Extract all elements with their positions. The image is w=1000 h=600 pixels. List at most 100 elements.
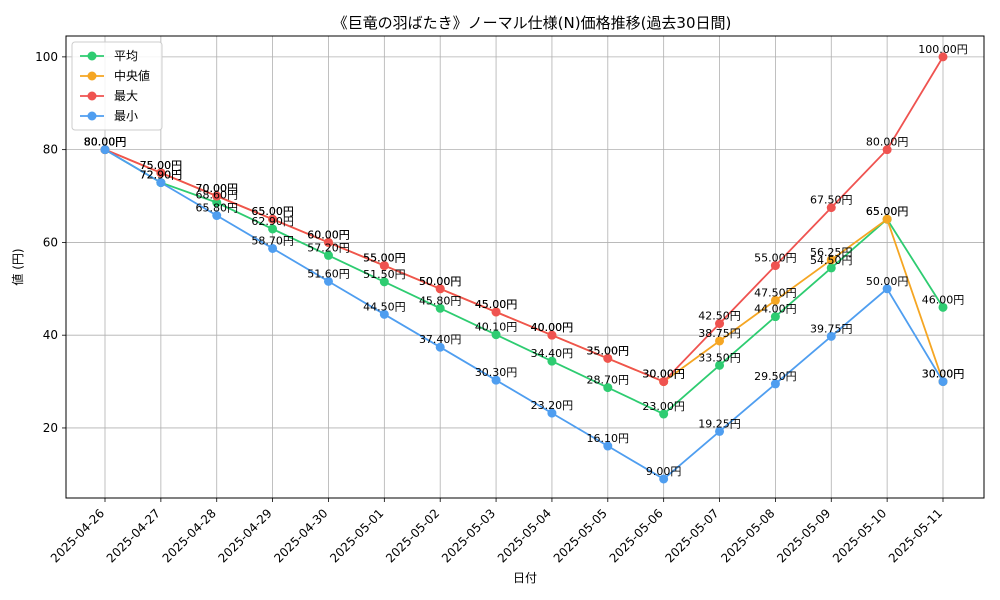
series-line-0 [104,148,944,416]
x-axis-ticks: 2025-04-262025-04-272025-04-282025-04-29… [48,498,945,565]
data-point [938,377,948,387]
data-point [715,426,725,436]
data-point [938,52,948,62]
data-label: 29.50円 [754,370,797,383]
data-label: 80.00円 [84,136,127,149]
data-label: 35.00円 [587,344,630,357]
x-tick-label: 2025-05-08 [718,506,777,565]
x-tick-label: 2025-04-26 [48,506,107,565]
data-label: 51.50円 [363,268,406,281]
data-label: 55.00円 [363,252,406,265]
data-label: 45.00円 [475,298,518,311]
y-tick-label: 40 [43,328,58,342]
data-point [603,383,613,393]
x-tick-label: 2025-05-11 [886,506,945,565]
y-tick-label: 20 [43,421,58,435]
data-label: 70.00円 [195,182,238,195]
data-label: 58.70円 [251,234,294,247]
x-tick-label: 2025-05-01 [327,506,386,565]
data-label: 75.00円 [140,159,183,172]
data-label: 33.50円 [698,351,741,364]
data-label: 23.20円 [531,399,574,412]
data-label: 60.00円 [307,228,350,241]
data-point [882,145,892,155]
data-point [659,474,669,484]
data-label: 30.00円 [922,368,965,381]
legend-swatch-marker [87,111,97,121]
data-label: 80.00円 [866,136,909,149]
chart-title: 《巨竜の羽ばたき》ノーマル仕様(N)価格推移(過去30日間) [333,14,732,32]
data-point [435,342,445,352]
data-point [268,214,278,224]
data-point [882,214,892,224]
data-label: 30.00円 [642,368,685,381]
legend-label: 最小 [114,109,138,123]
data-label: 23.00円 [642,400,685,413]
data-point [770,312,780,322]
series-line-3 [104,148,944,481]
data-point [491,307,501,317]
series-line-2 [104,56,944,383]
y-axis-label: 値 (円) [10,248,25,285]
legend-swatch-marker [87,71,97,81]
data-point [435,303,445,313]
x-tick-label: 2025-05-09 [774,506,833,565]
data-label: 40.10円 [475,321,518,334]
data-label: 67.50円 [810,194,853,207]
data-point [770,379,780,389]
data-label: 50.00円 [419,275,462,288]
data-label: 30.00円 [922,368,965,381]
data-point [547,356,557,366]
legend-label: 最大 [114,89,138,103]
data-label: 44.00円 [754,303,797,316]
data-label: 60.00円 [307,228,350,241]
data-point [323,250,333,260]
data-label: 46.00円 [922,293,965,306]
legend-label: 平均 [114,49,138,63]
data-label: 65.80円 [195,202,238,215]
x-axis-label: 日付 [513,571,537,585]
data-point [379,277,389,287]
data-label: 54.50円 [810,254,853,267]
data-label: 65.00円 [866,205,909,218]
data-label: 30.30円 [475,366,518,379]
data-point [715,336,725,346]
y-tick-label: 80 [43,143,58,157]
data-label: 9.00円 [646,465,682,478]
x-tick-label: 2025-04-28 [160,506,219,565]
data-label: 38.75円 [698,327,741,340]
data-label: 55.00円 [754,252,797,265]
data-label: 37.40円 [419,333,462,346]
data-point [212,211,222,221]
x-tick-label: 2025-05-07 [662,506,721,565]
data-point [100,145,110,155]
data-point [491,375,501,385]
data-label: 68.60円 [195,189,238,202]
grid-lines [66,36,984,498]
data-label: 50.00円 [866,275,909,288]
data-label: 16.10円 [587,432,630,445]
data-point [659,377,669,387]
x-tick-label: 2025-04-29 [216,506,275,565]
data-label: 56.25円 [810,246,853,259]
data-point [770,295,780,305]
data-label: 65.00円 [866,205,909,218]
data-label: 55.00円 [363,252,406,265]
x-tick-label: 2025-04-30 [271,506,330,565]
data-labels: 80.00円 72.90円 68.60円 62.90円 57.20円 51.50円 45.8… [84,43,968,478]
x-tick-label: 2025-05-05 [551,506,610,565]
data-point [323,237,333,247]
data-label: 28.70円 [587,374,630,387]
data-point [156,178,166,188]
data-point [212,198,222,208]
legend-label: 中央値 [114,68,150,83]
data-label: 51.60円 [307,267,350,280]
data-label: 75.00円 [140,159,183,172]
data-label: 72.90円 [140,169,183,182]
data-label: 65.00円 [251,205,294,218]
x-tick-label: 2025-05-03 [439,506,498,565]
data-point [715,360,725,370]
data-label: 47.50円 [754,286,797,299]
